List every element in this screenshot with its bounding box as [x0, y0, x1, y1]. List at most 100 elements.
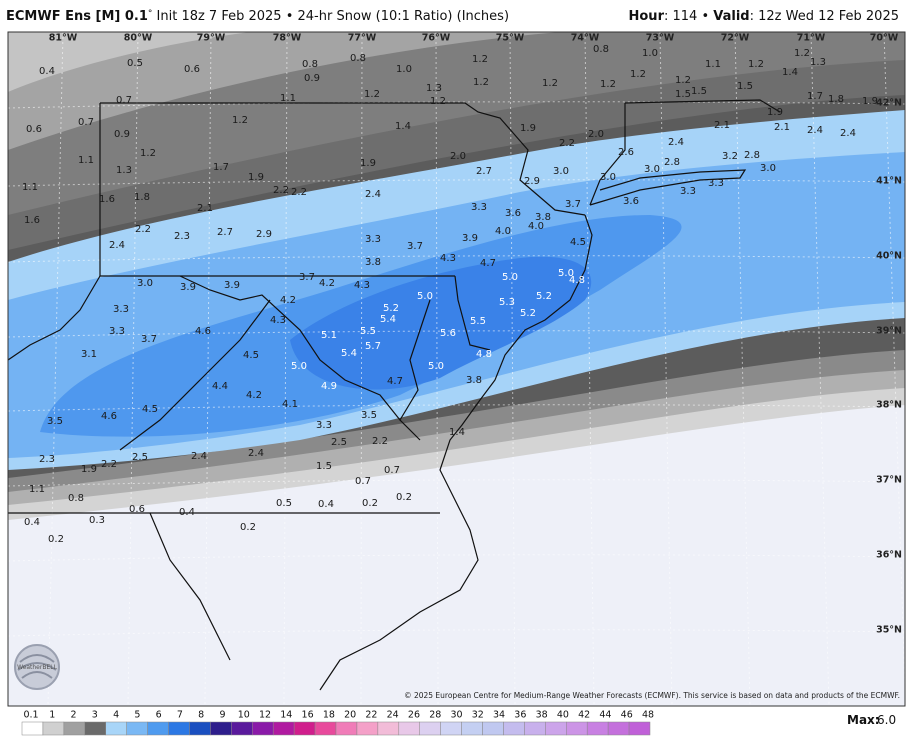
snow-amount: 0.5: [276, 498, 292, 509]
colorbar-label: 7: [177, 710, 183, 721]
colorbar-label: 14: [280, 710, 292, 721]
map: WeatherBELL © 2025 European Centre for M…: [8, 32, 905, 706]
colorbar-label: 32: [472, 710, 484, 721]
colorbar-segment: [607, 721, 630, 736]
snow-amount: 5.5: [470, 316, 486, 327]
graticule-labels: 81°W 80°W 79°W 78°W 77°W 76°W 75°W 74°W 73°W 72°W…: [49, 33, 902, 636]
snow-amount: 5.2: [520, 308, 536, 319]
snow-amount: 2.7: [217, 227, 233, 238]
snow-amount: 2.3: [174, 231, 190, 242]
snow-amount: 3.3: [316, 420, 332, 431]
latitude-label: 35°N: [876, 625, 902, 636]
colorbar-label: 48: [642, 710, 654, 721]
snow-amount: 0.2: [362, 498, 378, 509]
snow-amount: 5.2: [536, 291, 552, 302]
snow-amount: 4.2: [280, 295, 296, 306]
snow-amount: 3.0: [553, 166, 569, 177]
description: Init 18z 7 Feb 2025 • 24-hr Snow (10:1 R…: [152, 9, 510, 24]
colorbar-segment: [356, 721, 379, 736]
valid-time: Hour: 114 • Valid: 12z Wed 12 Feb 2025: [629, 9, 900, 24]
snow-amount: 3.3: [680, 186, 696, 197]
colorbar-segment: [252, 721, 274, 736]
snow-amount: 1.7: [807, 91, 823, 102]
snow-amount: 3.8: [365, 257, 381, 268]
longitude-label: 74°W: [571, 33, 600, 44]
snow-amount: 2.4: [840, 128, 856, 139]
snow-amount: 2.2: [291, 187, 307, 198]
latitude-label: 42°N: [876, 98, 902, 109]
colorbar-label: 38: [536, 710, 548, 721]
snow-amount: 1.9: [360, 158, 376, 169]
snow-amount: 2.6: [618, 147, 634, 158]
snow-amount: 2.2: [372, 436, 388, 447]
snow-amount: 1.9: [767, 107, 783, 118]
snow-amount: 3.1: [81, 349, 97, 360]
snow-amount: 0.9: [114, 129, 130, 140]
snow-shade: [8, 32, 560, 150]
colorbar-segment: [147, 721, 169, 736]
longitude-label: 72°W: [721, 33, 750, 44]
snow-amount: 1.9: [81, 464, 97, 475]
snow-amount: 2.4: [248, 448, 264, 459]
snow-amount: 1.1: [705, 59, 721, 70]
colorbar-segment: [231, 721, 253, 736]
snow-shade: [290, 256, 592, 390]
snow-amount: 4.3: [354, 280, 370, 291]
snow-amount: 3.6: [505, 208, 521, 219]
snow-amount: 0.7: [78, 117, 94, 128]
snow-amount: 3.8: [535, 212, 551, 223]
snow-amount: 1.4: [782, 67, 798, 78]
latitude-label: 41°N: [876, 176, 902, 187]
snow-amount: 5.0: [558, 268, 574, 279]
colorbar-label: 9: [219, 710, 225, 721]
longitude-label: 76°W: [422, 33, 451, 44]
snow-amount: 5.4: [341, 348, 357, 359]
snow-amount: 5.0: [291, 361, 307, 372]
snow-amount: 1.8: [134, 192, 150, 203]
colorbar-segment: [63, 721, 86, 736]
snow-amount: 0.6: [26, 124, 42, 135]
snow-amount: 2.0: [588, 129, 604, 140]
snow-amount: 1.2: [140, 148, 156, 159]
snow-amount: 1.4: [395, 121, 411, 132]
snow-amount: 2.2: [559, 138, 575, 149]
snow-amount: 0.4: [39, 66, 55, 77]
snow-amount: 3.6: [623, 196, 639, 207]
snow-amount: 0.6: [129, 504, 145, 515]
colorbar-segment: [545, 721, 567, 736]
snow-amount: 0.7: [384, 465, 400, 476]
longitude-label: 78°W: [273, 33, 302, 44]
colorbar-segment: [210, 721, 232, 736]
snow-amount: 2.4: [191, 451, 207, 462]
colorbar-segment: [293, 721, 316, 736]
snow-amount: 0.8: [68, 493, 84, 504]
snow-amount: 3.8: [466, 375, 482, 386]
snow-amount: 5.1: [321, 330, 337, 341]
snow-amount: 1.2: [630, 69, 646, 80]
snow-amount: 2.5: [331, 437, 347, 448]
colorbar-label: 18: [323, 710, 335, 721]
colorbar-segment: [440, 721, 462, 736]
copyright: © 2025 European Centre for Medium-Range …: [404, 691, 900, 700]
snow-amount: 0.6: [184, 64, 200, 75]
snow-amount: 4.8: [476, 349, 492, 360]
colorbar-segment: [272, 721, 295, 736]
snow-amount: 2.9: [524, 176, 540, 187]
colorbar-label: 6: [156, 710, 162, 721]
snow-amount: 1.3: [116, 165, 132, 176]
snow-amount: 1.8: [828, 94, 844, 105]
latitude-label: 37°N: [876, 475, 902, 486]
snow-amount: 2.4: [365, 189, 381, 200]
snow-amount: 4.6: [195, 326, 211, 337]
snow-amount: 1.5: [691, 86, 707, 97]
colorbar-label: 8: [198, 710, 204, 721]
snow-amount: 5.0: [428, 361, 444, 372]
colorbar-segment: [566, 721, 588, 736]
snow-amount: 2.8: [744, 150, 760, 161]
snow-amount: 1.2: [232, 115, 248, 126]
snow-amount: 1.1: [78, 155, 94, 166]
colorbar-label: 3: [92, 710, 98, 721]
snow-amount: 0.2: [396, 492, 412, 503]
snow-amount: 0.3: [89, 515, 105, 526]
